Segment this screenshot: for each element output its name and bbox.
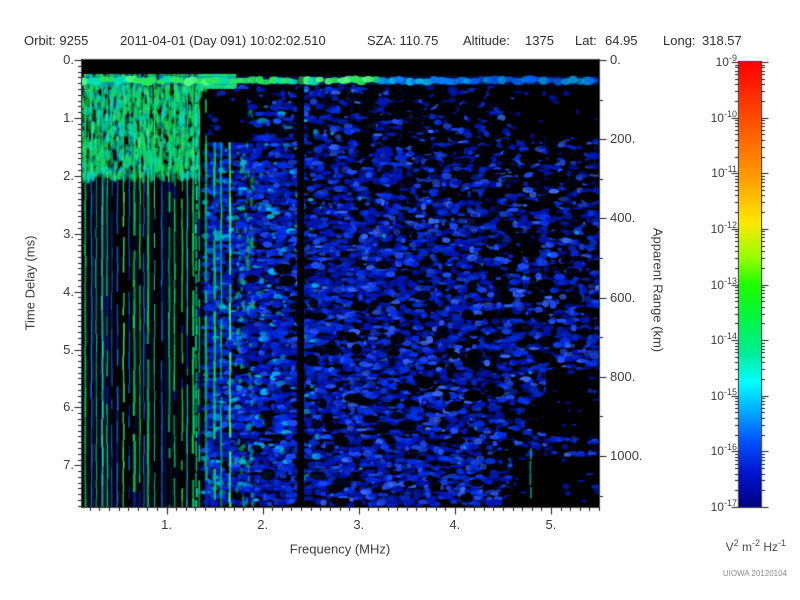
y-right-tick-label: 600.	[610, 289, 636, 305]
colorbar-canvas	[739, 62, 761, 507]
header-field: 318.57	[702, 33, 742, 48]
colorbar-tick-label: 10-17	[710, 498, 737, 514]
x-tick-label: 2.	[257, 517, 269, 532]
header-field: SZA: 110.75	[367, 33, 439, 48]
colorbar-tick-label: 10-15	[710, 386, 737, 403]
y-right-tick-label: 200.	[610, 131, 636, 147]
header-field: Long:	[663, 33, 696, 48]
colorbar-tick-label: 10-13	[710, 275, 737, 292]
x-tick-label: 4.	[449, 517, 461, 532]
spectrogram-canvas	[82, 60, 599, 507]
colorbar-tick-label: 10-12	[710, 219, 737, 236]
y-left-axis-title: Time Delay (ms)	[22, 235, 38, 331]
header-field: 1375	[525, 33, 554, 48]
y-left-tick-label: 2.	[63, 167, 74, 183]
y-right-tick-label: 0.	[610, 52, 621, 67]
y-left-tick-label: 4.	[63, 283, 74, 299]
y-left-tick-label: 5.	[63, 341, 74, 357]
colorbar-tick-label: 10-14	[710, 331, 737, 348]
y-left-tick-label: 0.	[63, 52, 74, 67]
y-left-tick-label: 6.	[63, 399, 74, 415]
colorbar-tick-label: 10-11	[711, 164, 737, 181]
y-left-tick-label: 3.	[63, 225, 74, 241]
header-field: Altitude:	[463, 33, 510, 48]
colorbar-tick-label: 10-9	[715, 53, 737, 69]
header-field: Lat:	[575, 33, 597, 48]
x-tick-label: 5.	[545, 517, 557, 532]
header-field: 64.95	[605, 33, 638, 48]
colorbar-unit-label: V2 m-2 Hz-1	[725, 538, 786, 554]
y-left-tick-label: 7.	[63, 457, 74, 473]
y-right-tick-label: 1000.	[610, 447, 643, 463]
watermark: UIOWA 20120104	[722, 569, 787, 578]
x-axis-title: Frequency (MHz)	[289, 541, 391, 557]
x-tick-label: 3.	[353, 517, 365, 532]
y-right-tick-label: 400.	[610, 210, 636, 226]
x-tick-label: 1.	[161, 517, 172, 532]
header-field: 2011-04-01 (Day 091) 10:02:02.510	[120, 33, 326, 48]
colorbar-tick-label: 10-16	[710, 442, 737, 459]
header-field: Orbit: 9255	[24, 33, 89, 48]
y-left-tick-label: 1.	[63, 109, 74, 125]
y-right-tick-label: 800.	[610, 368, 636, 384]
y-right-axis-title: Apparent Range (km)	[650, 227, 666, 353]
colorbar-tick-label: 10-10	[710, 108, 737, 125]
